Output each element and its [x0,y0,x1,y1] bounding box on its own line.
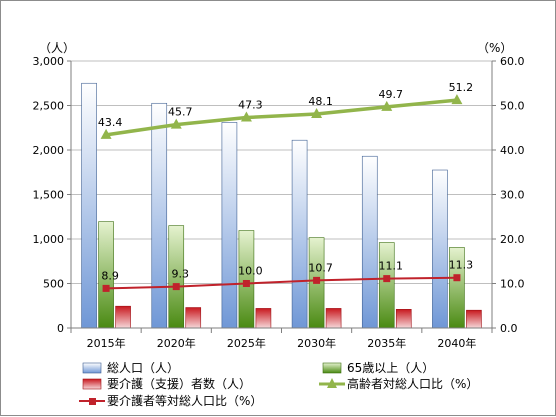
bar [115,305,131,329]
data-label: 10.0 [238,265,263,278]
right-tick-label: 30.0 [500,189,525,202]
triangle-marker [451,94,463,105]
bar [81,82,97,329]
square-marker [172,283,180,291]
right-tick-label: 10.0 [500,278,525,291]
right-tick-label: 20.0 [500,233,525,246]
legend-square-marker [89,398,96,405]
legend-label: 要介護（支援）者数（人） [107,376,251,391]
data-label: 49.7 [379,88,404,101]
legend-swatch [82,362,102,374]
bar [221,122,238,329]
right-tick-label: 40.0 [500,144,525,157]
x-tick-label: 2040年 [437,336,476,350]
data-label: 9.3 [172,268,190,281]
right-axis-unit-label: （%） [477,41,512,55]
x-tick-label: 2015年 [87,336,126,350]
legend-swatch [82,378,102,390]
axes: 0 500 1,000 1,500 2,000 2,500 3,000 0.0 10.0 20.0… [33,55,525,350]
bar [466,309,482,329]
left-tick-label: 2,000 [33,144,65,157]
data-label: 10.7 [308,261,333,274]
data-label: 11.1 [379,260,404,273]
bar [255,308,272,329]
bar [185,307,202,329]
data-label: 47.3 [238,99,263,112]
legend-swatch [322,362,342,374]
left-tick-label: 0 [57,322,64,335]
bar [291,139,308,329]
square-marker [102,284,110,292]
legend-label: 高齢者対総人口比（%） [347,376,478,391]
triangle-marker [170,118,182,129]
legend-label: 総人口（人） [107,361,179,375]
right-tick-label: 50.0 [500,100,525,113]
data-label: 11.3 [449,259,474,272]
legend-label: 要介護者等対総人口比（%） [107,393,262,408]
square-marker [242,280,250,287]
bar-series [81,82,482,329]
bar [325,308,342,329]
data-label: 51.2 [449,81,474,94]
bar [151,102,168,329]
left-tick-label: 2,500 [33,100,65,113]
left-tick-label: 1,000 [33,233,65,246]
left-tick-label: 500 [43,278,64,291]
legend-label: 65歳以上（人） [347,361,434,375]
left-axis-unit-label: （人） [39,41,75,55]
bar [378,242,395,329]
legend-triangle-marker [327,378,337,388]
square-marker [383,275,391,283]
right-tick-label: 0.0 [500,322,518,335]
left-tick-label: 1,500 [33,189,65,202]
legend: 総人口（人） 65歳以上（人） 要介護（支援）者数（人） 高齢者対総人口比（%） 要介護… [79,361,478,408]
line-series: 43.4 45.7 47.3 48.1 49.7 51.2 8.9 9.3 10.0 10.7 11… [98,81,473,292]
triangle-marker [240,111,252,122]
x-tick-label: 2025年 [227,336,266,350]
x-tick-label: 2030年 [297,336,336,350]
triangle-marker [311,107,323,118]
right-tick-label: 60.0 [500,55,525,68]
data-label: 48.1 [308,95,333,108]
triangle-marker [100,128,112,139]
data-label: 45.7 [168,106,193,119]
left-tick-label: 3,000 [33,55,65,68]
bar [361,155,378,329]
square-marker [453,274,461,282]
bar [238,230,255,329]
bar [432,169,448,329]
series-line [106,276,457,290]
data-label: 43.4 [98,116,123,129]
series-line [105,98,458,137]
square-marker [313,276,321,284]
data-label: 8.9 [101,269,119,282]
x-tick-label: 2020年 [157,336,196,350]
bar [395,309,412,329]
x-tick-label: 2035年 [367,336,406,350]
triangle-marker [381,100,393,111]
gridlines [71,60,492,329]
